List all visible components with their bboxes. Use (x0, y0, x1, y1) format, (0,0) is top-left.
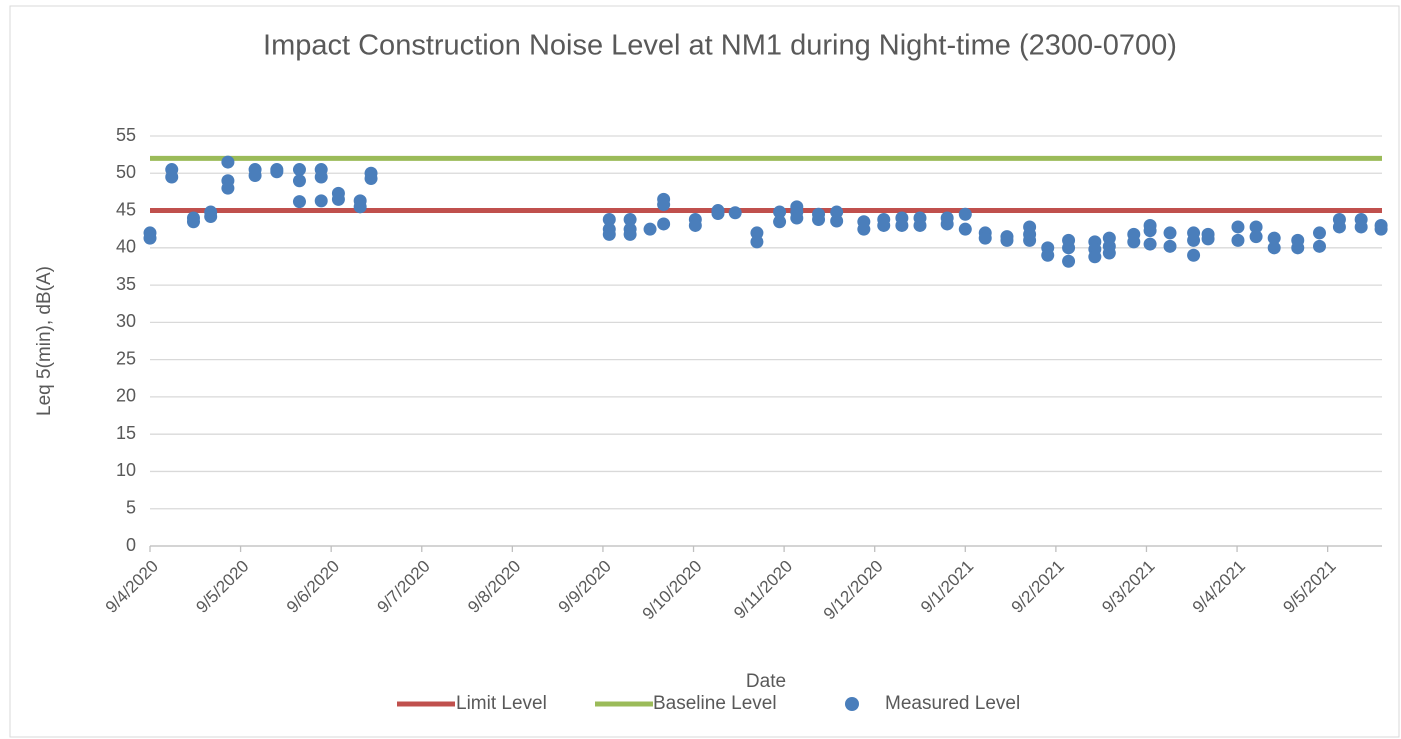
point (204, 210, 218, 224)
point (643, 222, 657, 236)
point (1267, 241, 1281, 255)
point (728, 206, 742, 220)
point (1163, 239, 1177, 253)
point (657, 198, 671, 212)
point (270, 165, 284, 179)
point (292, 174, 306, 188)
point (750, 235, 764, 249)
point (143, 231, 157, 245)
y-tick-label: 45 (116, 199, 136, 219)
point (1354, 220, 1368, 234)
legend-label: Baseline Level (653, 693, 777, 714)
point (1374, 222, 1388, 236)
point (1127, 235, 1141, 249)
point (790, 211, 804, 225)
point (688, 218, 702, 232)
point (1291, 241, 1305, 255)
x-axis-label: Date (746, 671, 786, 692)
point (812, 212, 826, 226)
point (1312, 239, 1326, 253)
y-tick-label: 40 (116, 237, 136, 257)
point (657, 217, 671, 231)
point (773, 215, 787, 229)
point (1143, 237, 1157, 251)
y-axis-label: Leq 5(min), dB(A) (34, 266, 55, 416)
point (913, 218, 927, 232)
point (292, 195, 306, 209)
y-tick-label: 15 (116, 423, 136, 443)
point (1187, 233, 1201, 247)
point (623, 212, 637, 226)
legend-label: Limit Level (456, 693, 547, 714)
point (830, 205, 844, 219)
point (978, 231, 992, 245)
point (1062, 254, 1076, 268)
point (1023, 233, 1037, 247)
point (1231, 220, 1245, 234)
point (1231, 233, 1245, 247)
point (958, 207, 972, 221)
point (221, 155, 235, 169)
y-tick-label: 0 (126, 535, 136, 555)
point (1312, 226, 1326, 240)
point (1332, 220, 1346, 234)
point (773, 205, 787, 219)
y-tick-label: 5 (126, 497, 136, 517)
point (750, 226, 764, 240)
point (1041, 248, 1055, 262)
point (1163, 226, 1177, 240)
point (331, 192, 345, 206)
point (248, 169, 262, 183)
point (602, 227, 616, 241)
chart-frame (9, 5, 1400, 738)
point (1000, 233, 1014, 247)
point (1249, 230, 1263, 244)
y-tick-label: 50 (116, 162, 136, 182)
point (165, 170, 179, 184)
point (221, 181, 235, 195)
legend-swatch (845, 697, 859, 711)
y-tick-label: 25 (116, 348, 136, 368)
legend-label: Measured Level (885, 693, 1020, 714)
point (314, 170, 328, 184)
point (1201, 232, 1215, 246)
point (1062, 241, 1076, 255)
point (895, 218, 909, 232)
point (353, 200, 367, 214)
point (830, 214, 844, 228)
point (292, 163, 306, 177)
chart-title: Impact Construction Noise Level at NM1 d… (263, 30, 1177, 62)
point (1088, 250, 1102, 264)
point (602, 212, 616, 226)
point (940, 217, 954, 231)
point (877, 218, 891, 232)
point (857, 222, 871, 236)
y-tick-label: 10 (116, 460, 136, 480)
point (364, 171, 378, 185)
y-tick-label: 30 (116, 311, 136, 331)
point (1102, 246, 1116, 260)
y-tick-label: 55 (116, 125, 136, 145)
point (623, 227, 637, 241)
point (958, 222, 972, 236)
point (1143, 224, 1157, 238)
point (1187, 248, 1201, 262)
point (711, 207, 725, 221)
point (314, 194, 328, 208)
point (1267, 231, 1281, 245)
point (186, 215, 200, 229)
y-tick-label: 20 (116, 386, 136, 406)
y-tick-label: 35 (116, 274, 136, 294)
point (1249, 220, 1263, 234)
